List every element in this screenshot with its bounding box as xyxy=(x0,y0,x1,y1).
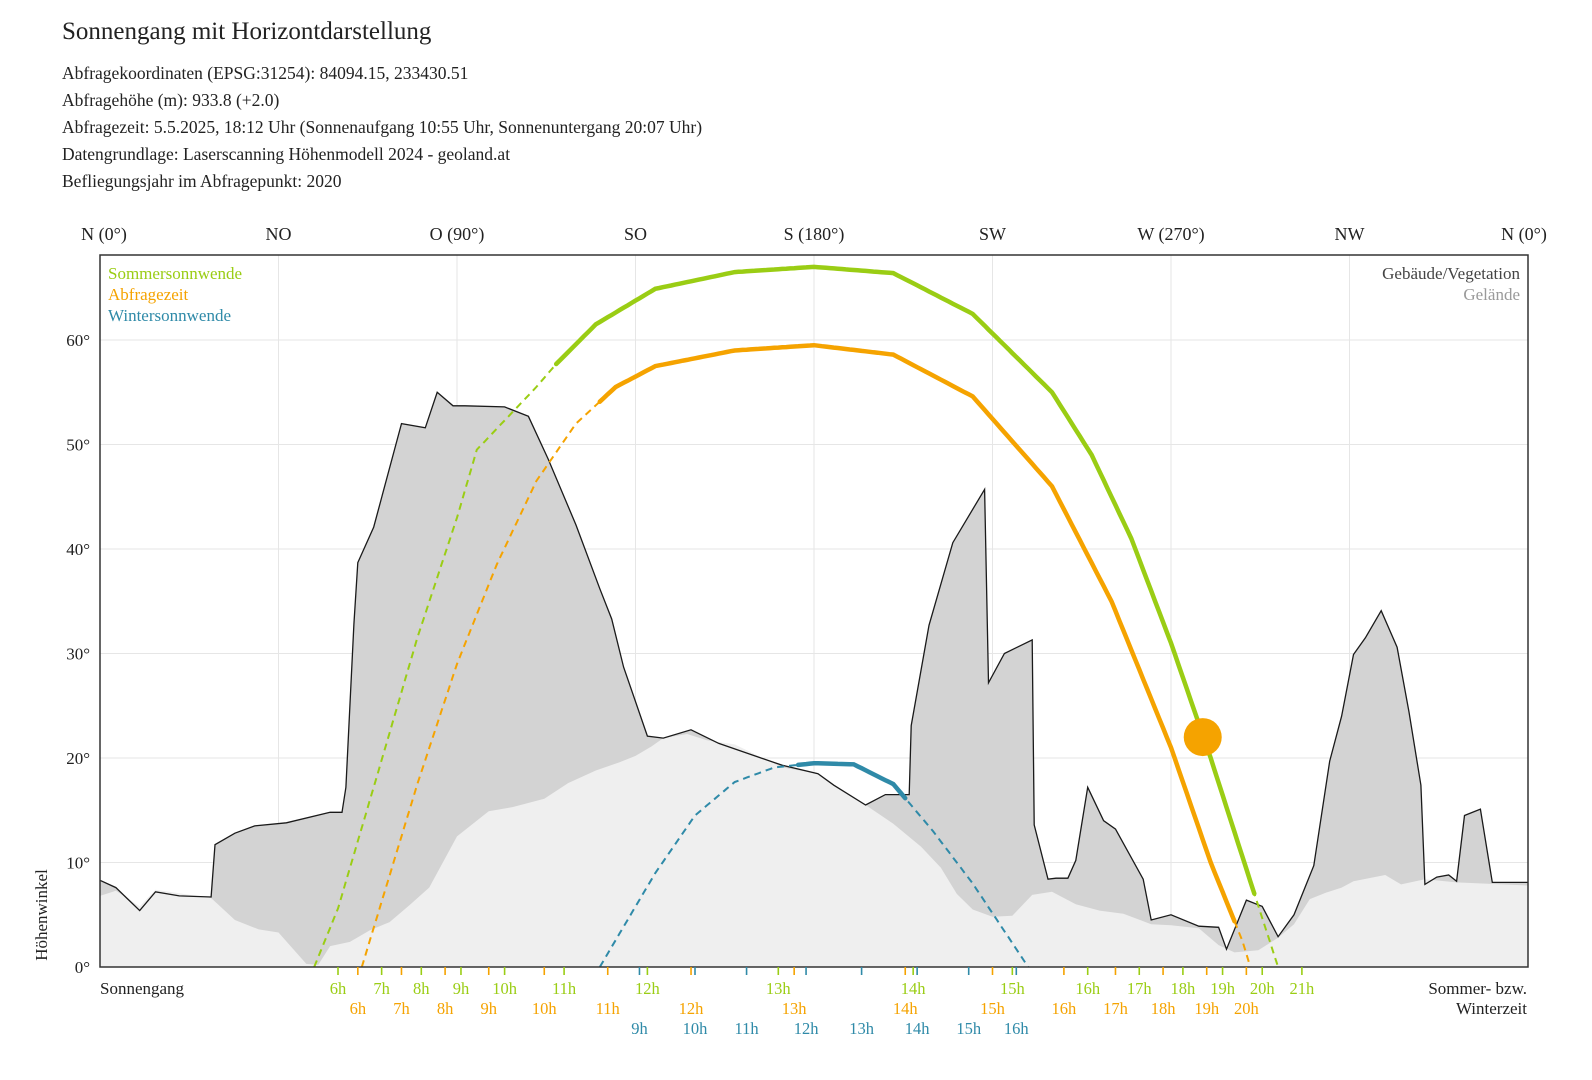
data-source: Datengrundlage: Laserscanning Höhenmodel… xyxy=(62,144,511,164)
hour-label: 21h xyxy=(1290,979,1316,998)
chart-header: Sonnengang mit Horizontdarstellung Abfra… xyxy=(62,18,702,195)
hour-label: 17h xyxy=(1103,999,1129,1018)
hour-label: 13h xyxy=(849,1019,875,1038)
direction-label: NW xyxy=(1335,224,1365,244)
hour-label: 18h xyxy=(1171,979,1197,998)
legend-item: Sommersonnwende xyxy=(108,264,242,283)
plot-border xyxy=(99,254,1529,968)
hour-label: 9h xyxy=(480,999,497,1018)
hour-label: 11h xyxy=(596,999,621,1018)
hour-label: 15h xyxy=(1000,979,1026,998)
hour-label: 14h xyxy=(893,999,919,1018)
y-tick-label: 50° xyxy=(66,436,90,455)
y-tick-label: 30° xyxy=(66,645,90,664)
legend-item-right: Gelände xyxy=(1463,285,1520,304)
sun-path-series xyxy=(313,264,1280,968)
legend-item: Abfragezeit xyxy=(108,285,189,304)
direction-label: S (180°) xyxy=(784,224,845,245)
hour-label: 14h xyxy=(905,1019,931,1038)
hour-label: 6h xyxy=(330,979,347,998)
axis-labels: N (0°) NO O (90°) SO S (180°) SW W (270°) NW N (… xyxy=(32,224,1547,1018)
legend: Sommersonnwende Abfragezeit Wintersonnwend… xyxy=(108,264,1520,325)
page-title: Sonnengang mit Horizontdarstellung xyxy=(62,18,432,45)
legend-item: Wintersonnwende xyxy=(108,306,231,325)
hour-label: 9h xyxy=(453,979,470,998)
horizon-outline xyxy=(99,391,1528,952)
hour-label: 11h xyxy=(552,979,577,998)
direction-label: N (0°) xyxy=(1501,224,1547,245)
y-tick-label: 40° xyxy=(66,540,90,559)
buildings-vegetation-area xyxy=(100,392,1528,967)
direction-label: SW xyxy=(979,224,1006,244)
hour-label: 13h xyxy=(782,999,808,1018)
hour-label: 20h xyxy=(1250,979,1276,998)
hour-label: 13h xyxy=(766,979,792,998)
caption-left: Sonnengang xyxy=(100,979,185,998)
hour-label: 11h xyxy=(734,1019,759,1038)
hour-label: 10h xyxy=(492,979,518,998)
legend-item-right: Gebäude/Vegetation xyxy=(1382,264,1520,283)
hour-label: 12h xyxy=(679,999,705,1018)
direction-label: NO xyxy=(266,224,292,244)
hour-label: 9h xyxy=(631,1019,648,1038)
y-tick-label: 20° xyxy=(66,749,90,768)
hour-label: 10h xyxy=(683,1019,709,1038)
hour-label: 19h xyxy=(1194,999,1220,1018)
series-visible-2 xyxy=(795,760,908,801)
hour-label: 15h xyxy=(980,999,1006,1018)
hour-label: 19h xyxy=(1210,979,1236,998)
direction-label: N (0°) xyxy=(81,224,127,245)
hour-label: 12h xyxy=(794,1019,820,1038)
plot-frame xyxy=(99,254,1529,968)
terrain-area xyxy=(100,734,1528,967)
hour-label: 15h xyxy=(956,1019,982,1038)
horizon-areas xyxy=(99,391,1528,967)
caption-right: Winterzeit xyxy=(1456,999,1527,1018)
hour-label: 7h xyxy=(393,999,410,1018)
y-tick-label: 10° xyxy=(66,854,90,873)
hour-label: 17h xyxy=(1127,979,1153,998)
hour-label: 20h xyxy=(1234,999,1260,1018)
hour-label: 8h xyxy=(413,979,430,998)
hour-label: 10h xyxy=(532,999,558,1018)
direction-label: W (270°) xyxy=(1137,224,1204,245)
hour-label: 7h xyxy=(373,979,390,998)
hour-label: 8h xyxy=(437,999,454,1018)
y-tick-label: 60° xyxy=(66,331,90,350)
series-visible-1 xyxy=(597,342,1237,924)
flight-year: Befliegungsjahr im Abfragepunkt: 2020 xyxy=(62,171,342,191)
hour-label: 14h xyxy=(901,979,927,998)
y-tick-label: 0° xyxy=(75,958,90,977)
hour-label: 18h xyxy=(1151,999,1177,1018)
sun-position-marker xyxy=(1183,718,1222,757)
query-coordinates: Abfragekoordinaten (EPSG:31254): 84094.1… xyxy=(62,63,469,83)
y-axis-label: Höhenwinkel xyxy=(32,869,51,961)
direction-label: O (90°) xyxy=(430,224,485,245)
hour-label: 6h xyxy=(350,999,367,1018)
hour-label: 16h xyxy=(1052,999,1078,1018)
query-height: Abfragehöhe (m): 933.8 (+2.0) xyxy=(62,90,280,110)
series-visible-0 xyxy=(553,264,1257,896)
hour-label: 16h xyxy=(1075,979,1101,998)
query-time: Abfragezeit: 5.5.2025, 18:12 Uhr (Sonnen… xyxy=(62,117,703,137)
hour-labels: 6h 7h 8h 9h 10h 11h 12h 13h 14h 15h 16h 17h 18h 19h 20… xyxy=(330,967,1315,1038)
caption-right: Sommer- bzw. xyxy=(1428,979,1527,998)
direction-label: SO xyxy=(624,224,647,244)
hour-label: 16h xyxy=(1004,1019,1030,1038)
hour-label: 12h xyxy=(635,979,661,998)
